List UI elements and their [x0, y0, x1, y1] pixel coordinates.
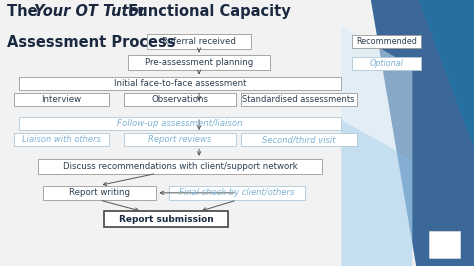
Polygon shape: [417, 0, 474, 173]
Text: Referral received: Referral received: [162, 37, 236, 46]
Text: Initial face-to-face assessment: Initial face-to-face assessment: [114, 79, 246, 88]
Text: Second/third visit: Second/third visit: [262, 135, 336, 144]
Polygon shape: [370, 0, 474, 266]
FancyBboxPatch shape: [19, 77, 341, 90]
FancyBboxPatch shape: [352, 57, 420, 70]
Text: Liaison with others: Liaison with others: [22, 135, 101, 144]
Polygon shape: [341, 120, 412, 266]
Text: Report writing: Report writing: [69, 188, 130, 197]
FancyBboxPatch shape: [170, 186, 304, 200]
Text: Optional: Optional: [369, 59, 403, 68]
FancyBboxPatch shape: [241, 93, 356, 106]
Text: Recommended: Recommended: [356, 37, 417, 46]
Text: The: The: [7, 4, 43, 19]
FancyBboxPatch shape: [241, 133, 356, 146]
Text: Standardised assessments: Standardised assessments: [242, 95, 355, 104]
Text: Final check by client/others: Final check by client/others: [179, 188, 295, 197]
Text: Your OT Tutor: Your OT Tutor: [34, 4, 146, 19]
Text: Follow-up assessment/liaison: Follow-up assessment/liaison: [117, 119, 243, 128]
Text: Pre-assessment planning: Pre-assessment planning: [145, 58, 253, 67]
Text: Assessment Process: Assessment Process: [7, 35, 175, 49]
FancyBboxPatch shape: [43, 186, 156, 200]
FancyBboxPatch shape: [128, 55, 270, 70]
Text: Report submission: Report submission: [118, 215, 213, 224]
Text: Report reviews: Report reviews: [148, 135, 212, 144]
Text: Functional Capacity: Functional Capacity: [123, 4, 291, 19]
FancyBboxPatch shape: [38, 159, 322, 174]
FancyBboxPatch shape: [19, 117, 341, 130]
FancyBboxPatch shape: [147, 34, 251, 48]
FancyBboxPatch shape: [14, 133, 109, 146]
Text: Observations: Observations: [152, 95, 209, 104]
FancyBboxPatch shape: [124, 133, 236, 146]
FancyBboxPatch shape: [104, 211, 228, 227]
Text: Discuss recommendations with client/support network: Discuss recommendations with client/supp…: [63, 162, 298, 171]
Text: Interview: Interview: [42, 95, 82, 104]
FancyBboxPatch shape: [14, 93, 109, 106]
Polygon shape: [341, 27, 412, 160]
Bar: [429, 231, 460, 258]
FancyBboxPatch shape: [352, 35, 420, 48]
FancyBboxPatch shape: [124, 93, 236, 106]
